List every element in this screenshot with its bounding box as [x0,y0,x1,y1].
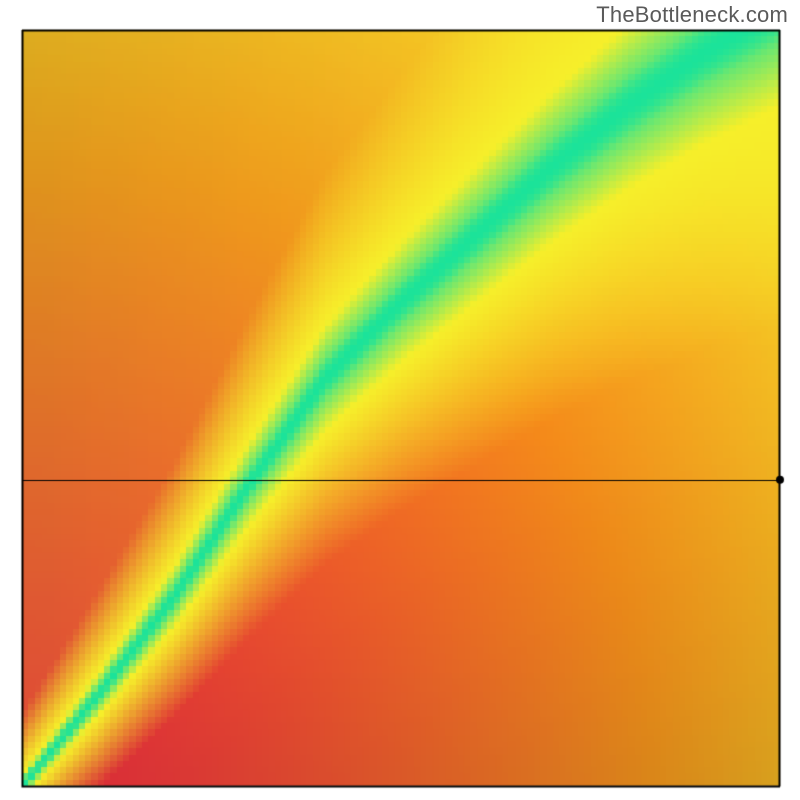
chart-container: { "watermark": { "text": "TheBottleneck.… [0,0,800,800]
watermark-text: TheBottleneck.com [596,2,788,28]
bottleneck-heatmap [0,0,800,800]
